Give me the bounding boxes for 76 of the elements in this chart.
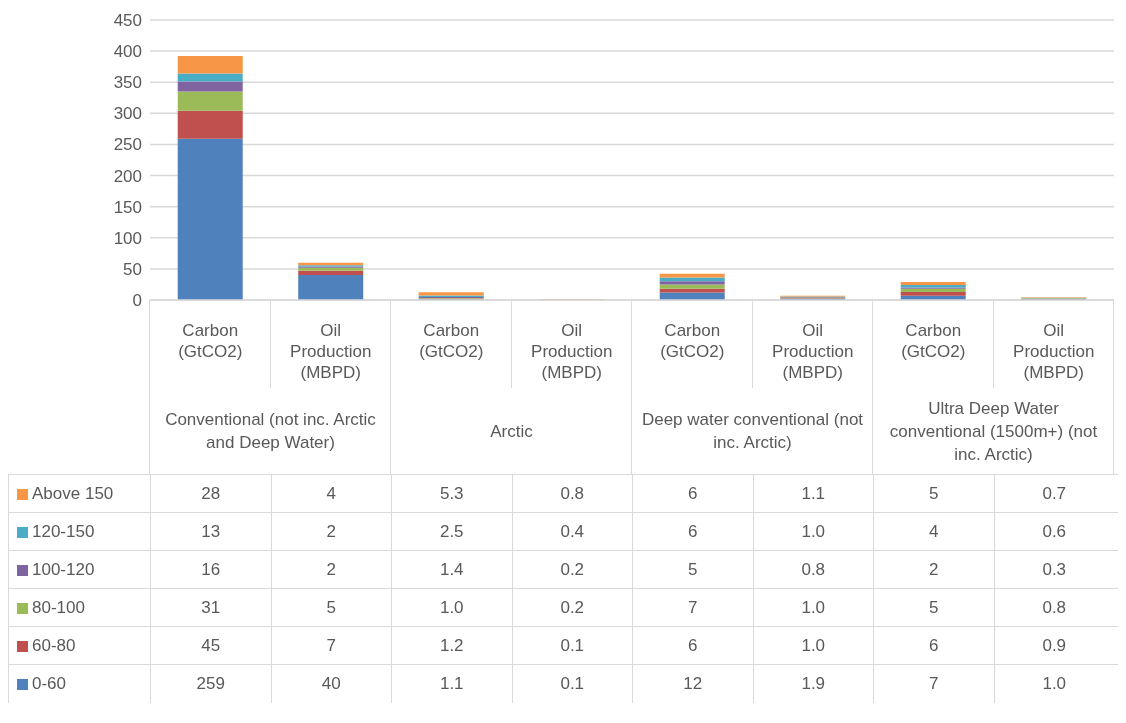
data-label: 6: [632, 627, 753, 665]
data-label: 5.3: [391, 475, 512, 513]
data-label: 1.4: [391, 551, 512, 589]
x-tick-label: Oil Production (MBPD): [531, 321, 613, 382]
text: Conventional (not inc. Arctic and Deep Water): [164, 409, 377, 454]
data-label: 28: [150, 475, 271, 513]
data-label: 1.0: [752, 627, 873, 665]
x-tick-label: Carbon (GtCO2): [178, 321, 243, 361]
text: Arctic: [489, 420, 534, 443]
data-label: 0.8: [993, 589, 1114, 627]
data-label: 0.4: [511, 513, 632, 551]
data-label: 6: [632, 513, 753, 551]
data-label: 2: [873, 551, 994, 589]
data-label: 1.0: [391, 589, 512, 627]
data-label: 259: [150, 665, 271, 703]
data-label: 2: [270, 551, 391, 589]
x-tick-label: Oil Production (MBPD): [772, 321, 854, 382]
data-label: 2.5: [391, 513, 512, 551]
data-label: 6: [873, 627, 994, 665]
data-label: 1.2: [391, 627, 512, 665]
y-tick-label: 100: [113, 228, 142, 248]
data-label: 0.1: [511, 627, 632, 665]
legend-label: 0-60: [32, 674, 67, 694]
data-label: 1.0: [993, 665, 1114, 703]
data-label: 0.2: [511, 551, 632, 589]
x-tick-label: Carbon (GtCO2): [660, 321, 725, 361]
legend-label: 120-150: [32, 522, 95, 542]
data-label: 16: [150, 551, 271, 589]
x-tick-label: Oil Production (MBPD): [1013, 321, 1095, 382]
data-label: 13: [150, 513, 271, 551]
x-tick-label: Oil Production (MBPD): [290, 321, 372, 382]
data-label: 45: [150, 627, 271, 665]
y-tick-label: 150: [113, 197, 142, 217]
data-label: 1.1: [752, 475, 873, 513]
data-label: 5: [873, 589, 994, 627]
data-label: 1.0: [752, 589, 873, 627]
data-label: 1.9: [752, 665, 873, 703]
data-label: 5: [632, 551, 753, 589]
data-label: 4: [873, 513, 994, 551]
legend-label: 60-80: [32, 636, 76, 656]
text: Ultra Deep Water conventional (1500m+) (not inc. Arctic): [888, 397, 1099, 466]
data-label: 12: [632, 665, 753, 703]
data-label: 5: [270, 589, 391, 627]
data-label: 0.6: [993, 513, 1114, 551]
y-tick-label: 350: [113, 73, 142, 93]
data-label: 0.9: [993, 627, 1114, 665]
legend-label: 80-100: [32, 598, 85, 618]
data-label: 7: [270, 627, 391, 665]
data-label: 1.0: [752, 513, 873, 551]
data-label: 7: [632, 589, 753, 627]
y-tick-label: 250: [113, 135, 142, 155]
data-label: 40: [270, 665, 391, 703]
x-tick-label: Carbon (GtCO2): [901, 321, 966, 361]
data-label: 0.8: [511, 475, 632, 513]
y-tick-label: 200: [113, 166, 142, 186]
data-label: 1.1: [391, 665, 512, 703]
y-tick-label: 400: [113, 42, 142, 62]
data-label: 5: [873, 475, 994, 513]
data-label: 0.8: [752, 551, 873, 589]
y-tick-label: 450: [113, 11, 142, 31]
text: Deep water conventional (not inc. Arctic): [640, 409, 865, 454]
data-label: 6: [632, 475, 753, 513]
data-label: 0.2: [511, 589, 632, 627]
y-tick-label: 300: [113, 104, 142, 124]
y-tick-label: 0: [132, 291, 142, 311]
legend-label: Above 150: [32, 484, 114, 504]
data-label: 31: [150, 589, 271, 627]
y-tick-label: 50: [123, 259, 142, 279]
data-label: 0.1: [511, 665, 632, 703]
x-tick-label: Carbon (GtCO2): [419, 321, 484, 361]
data-label: 7: [873, 665, 994, 703]
legend-label: 100-120: [32, 560, 95, 580]
data-label: 4: [270, 475, 391, 513]
data-label: 0.3: [993, 551, 1114, 589]
data-label: 2: [270, 513, 391, 551]
data-label: 0.7: [993, 475, 1114, 513]
